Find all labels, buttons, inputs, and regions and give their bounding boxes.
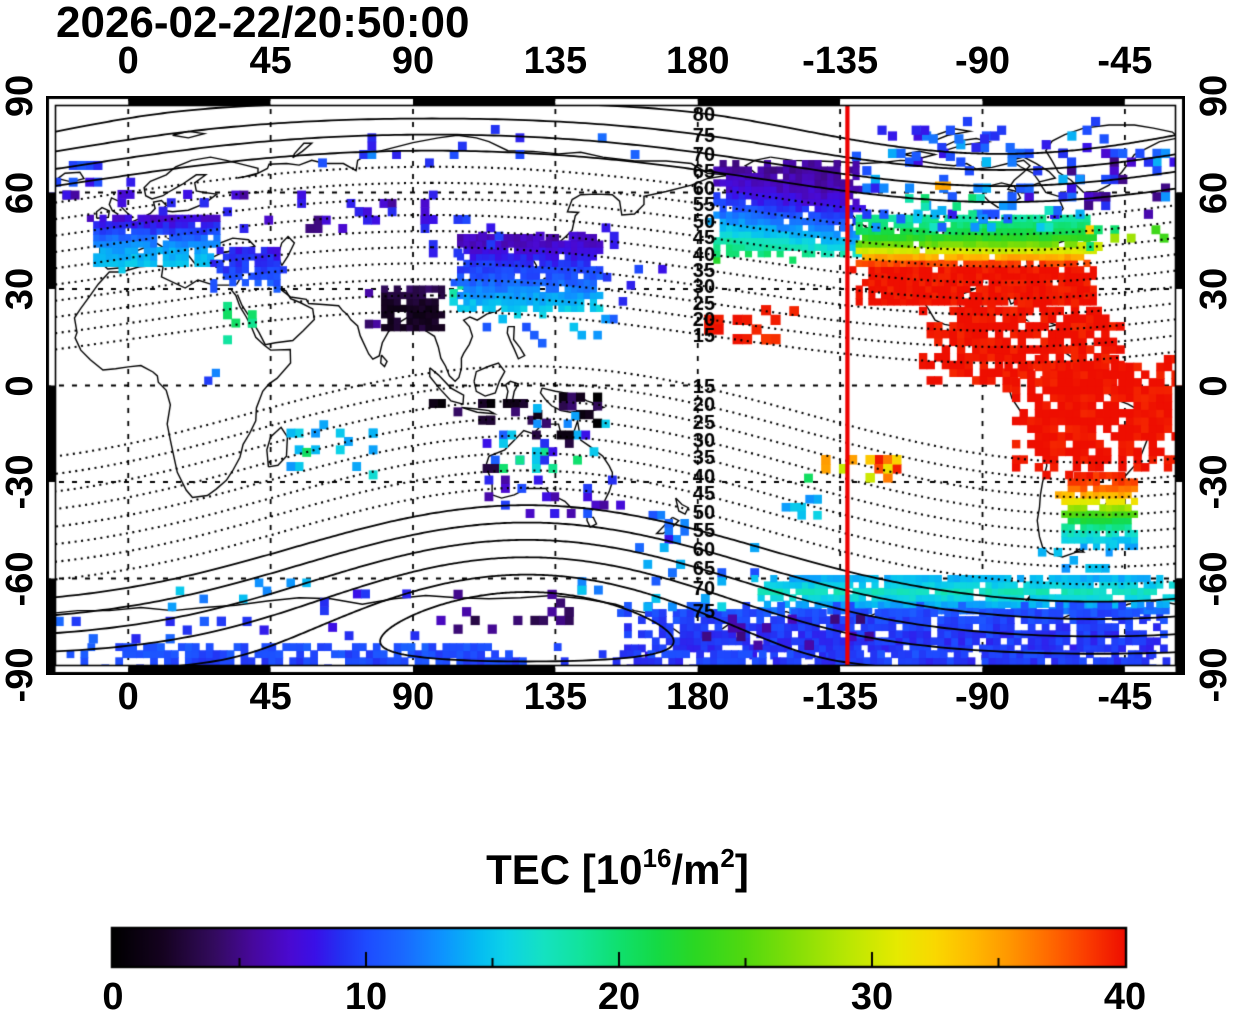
axis-label-left-90: 90: [0, 74, 41, 118]
axis-label-left--30: -30: [0, 454, 41, 510]
axis-label-bottom-180: 180: [666, 676, 730, 718]
axis-label-top-90: 90: [391, 40, 435, 82]
axis-label-right-30: 30: [1193, 267, 1235, 311]
axis-label-top--135: -135: [802, 40, 879, 82]
colorbar-tick-label-10: 10: [344, 976, 388, 1018]
colorbar-title-suffix: ]: [734, 846, 749, 893]
axis-label-top--45: -45: [1097, 40, 1153, 82]
axis-label-top-0: 0: [117, 40, 139, 82]
axis-label-right--60: -60: [1193, 551, 1235, 606]
axis-label-right-0: 0: [1193, 374, 1235, 397]
axis-label-left-60: 60: [0, 171, 41, 214]
colorbar-tick-label-20: 20: [597, 976, 641, 1018]
plot-title: 2026-02-22/20:50:00: [56, 0, 470, 47]
colorbar: [110, 926, 1128, 972]
colorbar-tick-label-30: 30: [850, 976, 894, 1018]
axis-label-bottom-45: 45: [249, 676, 292, 718]
colorbar-title-prefix: TEC [10: [486, 846, 643, 893]
axis-label-top-45: 45: [249, 40, 292, 82]
axis-label-right-60: 60: [1193, 171, 1235, 214]
axis-label-right--30: -30: [1193, 454, 1235, 510]
axis-label-left--90: -90: [0, 647, 41, 703]
colorbar-title-exponent2: 2: [720, 843, 735, 873]
axis-label-bottom--135: -135: [802, 676, 879, 718]
axis-label-left--60: -60: [0, 551, 41, 606]
axis-label-bottom-0: 0: [117, 676, 139, 718]
colorbar-title-mid: /m: [671, 846, 721, 893]
axis-label-bottom--90: -90: [955, 676, 1010, 718]
world-tec-map: [46, 96, 1185, 675]
axis-label-bottom--45: -45: [1097, 676, 1153, 718]
colorbar-title-exponent: 16: [642, 843, 672, 873]
axis-label-left-30: 30: [0, 267, 41, 311]
axis-label-left-0: 0: [0, 374, 41, 397]
colorbar-tick-label-40: 40: [1103, 976, 1147, 1018]
axis-label-right--90: -90: [1193, 647, 1235, 703]
axis-label-right-90: 90: [1193, 74, 1235, 118]
axis-label-top--90: -90: [955, 40, 1010, 82]
colorbar-title: TEC [1016/m2]: [0, 843, 1235, 894]
axis-label-bottom-90: 90: [391, 676, 435, 718]
axis-label-top-180: 180: [666, 40, 730, 82]
colorbar-tick-label-0: 0: [102, 976, 124, 1018]
axis-label-top-135: 135: [523, 40, 588, 82]
axis-label-bottom-135: 135: [523, 676, 588, 718]
